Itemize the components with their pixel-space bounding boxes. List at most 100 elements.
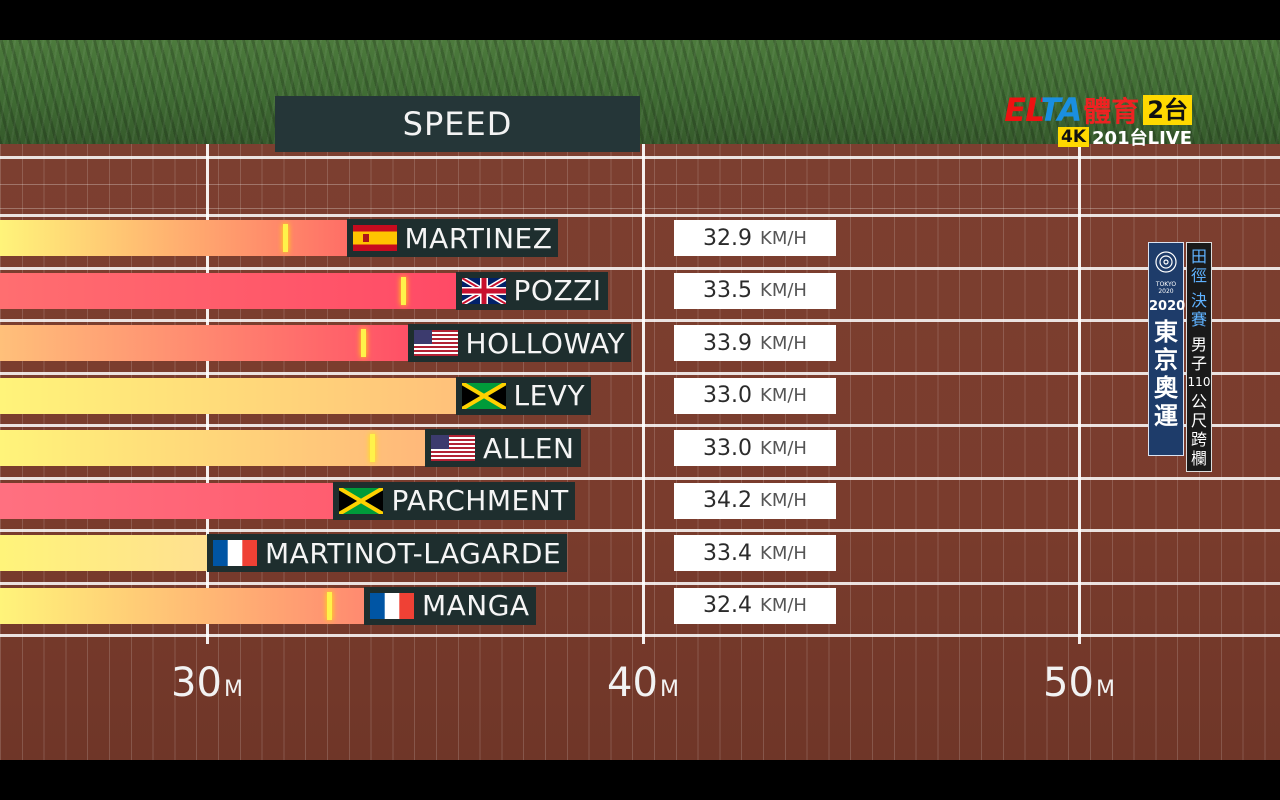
axis-tick-label: 40M [583, 660, 703, 706]
track-grid-line [0, 208, 1280, 209]
speed-bar [0, 272, 456, 309]
speed-bar [0, 482, 334, 519]
speed-value: 33.9 [703, 330, 753, 356]
speed-value: 33.0 [703, 383, 753, 408]
lane-line [0, 581, 1280, 585]
speed-value: 33.0 [703, 435, 753, 461]
event-description: 男子 110 公尺跨欄 [1187, 335, 1211, 468]
jamaica-flag-icon [339, 487, 384, 514]
athlete-tag: ALLEN [425, 429, 581, 467]
speed-unit: KM/H [760, 595, 807, 616]
speed-readout: 33.5 KM/H [674, 272, 836, 309]
olympic-year-small: TOKYO 2020 [1155, 281, 1177, 295]
lane-line [0, 319, 1280, 322]
spain-flag-icon [352, 225, 397, 251]
axis-tick-value: 50 [1043, 660, 1094, 706]
speed-bar [0, 377, 456, 414]
speed-value: 33.5 [703, 278, 753, 303]
broadcast-frame: SPEED 30M 40M 50M MARTINEZ 32.9 KM/H POZZI 33.… [0, 40, 1280, 760]
meter-line [641, 144, 645, 644]
athlete-tag: PARCHMENT [333, 481, 575, 520]
athlete-tag: LEVY [455, 376, 592, 415]
olympic-games-banner: TOKYO 2020 2020 東京奧運 [1148, 242, 1186, 456]
axis-tick-label: 30M [147, 660, 267, 706]
speed-value: 32.4 [703, 593, 753, 618]
lane-line [0, 371, 1280, 375]
france-flag-icon [369, 592, 414, 619]
speed-readout: 33.0 KM/H [674, 430, 836, 466]
lane-line [0, 476, 1280, 480]
speed-value: 33.4 [703, 540, 753, 566]
axis-tick-unit: M [659, 677, 679, 702]
peak-marker [370, 434, 376, 462]
speed-unit: KM/H [760, 280, 807, 301]
athlete-tag: MANGA [363, 586, 536, 625]
logo-channel: 2台 [1143, 95, 1192, 125]
speed-readout: 33.4 KM/H [674, 535, 836, 571]
axis-tick-label: 50M [1019, 660, 1139, 706]
peak-marker [326, 591, 332, 620]
athlete-name: MANGA [421, 589, 530, 622]
chart-title: SPEED [275, 96, 640, 152]
lane-line [0, 634, 1280, 637]
jamaica-flag-icon [461, 382, 506, 409]
olympic-year: 2020 [1149, 299, 1186, 314]
speed-readout: 32.9 KM/H [674, 220, 836, 256]
channel-logo: ELTA 體育 2台 4K 201台LIVE [982, 90, 1192, 150]
usa-flag-icon [413, 330, 458, 356]
track-grid-line [0, 184, 1280, 185]
speed-value: 34.2 [703, 488, 753, 513]
athlete-name: HOLLOWAY [465, 326, 626, 360]
logo-live-text: 201台LIVE [1092, 128, 1192, 149]
speed-bar [0, 325, 408, 361]
peak-marker [282, 224, 288, 252]
athlete-tag: HOLLOWAY [407, 324, 632, 362]
axis-tick-unit: M [1095, 677, 1115, 702]
athlete-name: ALLEN [483, 431, 575, 465]
lane-line [0, 214, 1280, 217]
peak-marker [400, 276, 406, 305]
athlete-tag: MARTINEZ [346, 219, 559, 257]
athlete-name: PARCHMENT [391, 484, 569, 517]
athlete-name: MARTINOT-LAGARDE [265, 536, 562, 570]
lane-line [0, 424, 1280, 427]
speed-unit: KM/H [760, 385, 807, 406]
olympic-name: 東京奧運 [1154, 318, 1178, 430]
athlete-name: MARTINEZ [404, 221, 553, 255]
axis-tick-unit: M [223, 677, 243, 702]
france-flag-icon [213, 540, 257, 566]
speed-bar [0, 587, 364, 624]
speed-bar [0, 535, 415, 571]
speed-unit: KM/H [760, 227, 807, 249]
athlete-tag: POZZI [455, 271, 608, 310]
speed-unit: KM/H [760, 437, 807, 459]
logo-sport: 體育 [1083, 95, 1140, 128]
athlete-name: LEVY [513, 379, 586, 412]
speed-readout: 33.9 KM/H [674, 325, 836, 361]
speed-bar [0, 430, 425, 466]
speed-bar [0, 220, 347, 256]
event-category: 田徑決賽 [1190, 247, 1207, 329]
peak-marker [361, 329, 367, 357]
speed-value: 32.9 [703, 225, 753, 251]
speed-readout: 33.0 KM/H [674, 377, 836, 414]
lane-line [0, 529, 1280, 532]
uk-flag-icon [461, 277, 506, 304]
speed-unit: KM/H [760, 542, 807, 564]
speed-unit: KM/H [760, 490, 807, 511]
lane-line [0, 156, 1280, 159]
logo-brand: ELTA [1004, 91, 1082, 129]
axis-tick-value: 30 [171, 660, 222, 706]
lane-line [0, 266, 1280, 270]
meter-line [1077, 144, 1081, 644]
logo-quality-badge: 4K [1058, 127, 1090, 147]
usa-flag-icon [431, 435, 475, 461]
speed-unit: KM/H [760, 332, 807, 354]
olympic-emblem-icon [1155, 251, 1177, 273]
athlete-name: POZZI [513, 274, 602, 307]
speed-readout: 34.2 KM/H [674, 482, 836, 519]
event-banner: 田徑決賽 男子 110 公尺跨欄 [1186, 242, 1212, 472]
axis-tick-value: 40 [607, 660, 658, 706]
athlete-tag: MARTINOT-LAGARDE [207, 534, 568, 572]
speed-readout: 32.4 KM/H [674, 587, 836, 624]
